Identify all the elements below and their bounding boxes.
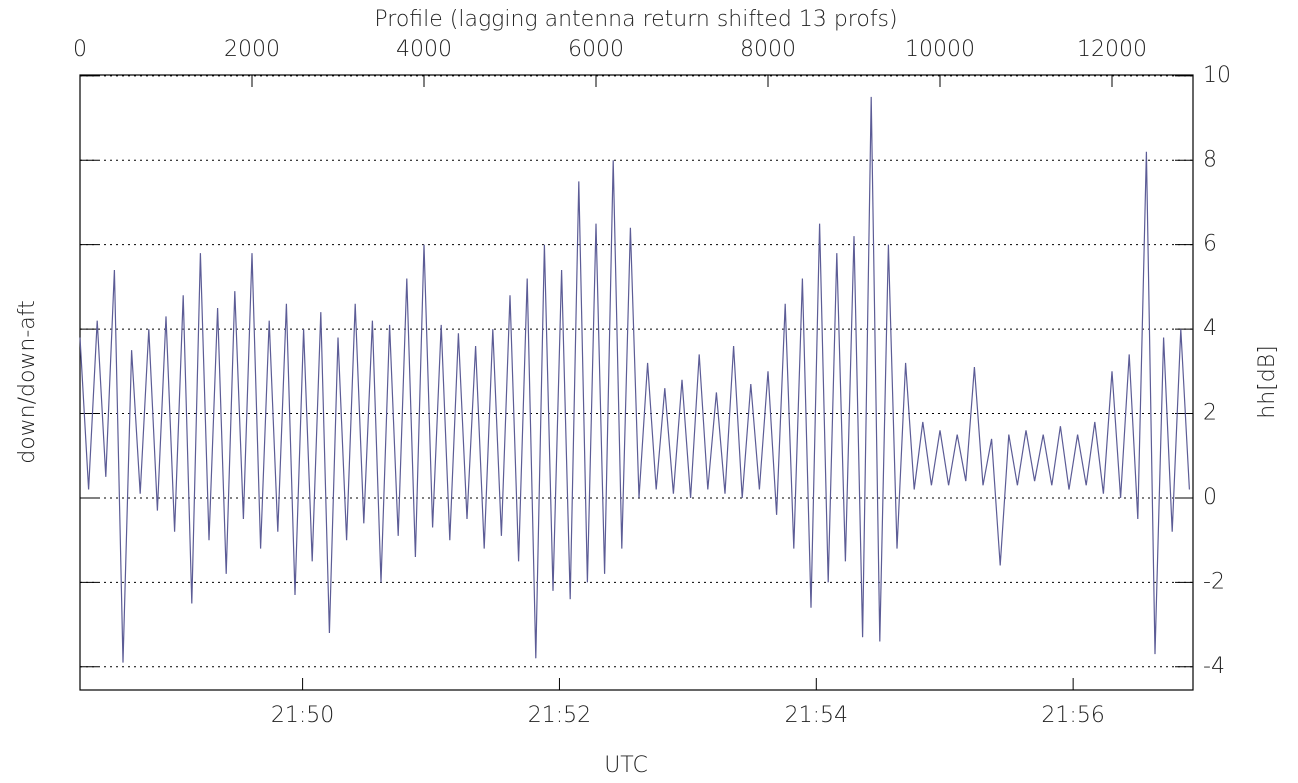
x2-axis-title: UTC bbox=[604, 753, 648, 778]
plot-frame bbox=[79, 74, 1194, 691]
x2-tick-label: 21:52 bbox=[528, 703, 591, 728]
x2-tick-label: 21:54 bbox=[785, 703, 848, 728]
x-tick-label: 4000 bbox=[396, 37, 452, 62]
y2-axis-title: hh[dB] bbox=[1255, 345, 1280, 418]
y2-tick-label: 8 bbox=[1203, 147, 1217, 172]
y2-tick-label: 4 bbox=[1203, 316, 1217, 341]
x2-tick-label: 21:56 bbox=[1041, 703, 1104, 728]
x-tick-label: 2000 bbox=[224, 37, 280, 62]
x-tick-label: 8000 bbox=[740, 37, 796, 62]
y2-tick-label: 6 bbox=[1203, 232, 1217, 257]
x2-tick-label: 21:50 bbox=[271, 703, 334, 728]
y2-tick-label: 10 bbox=[1203, 63, 1231, 88]
y2-tick-label: 2 bbox=[1203, 401, 1217, 426]
y-axis-title: down/down-aft bbox=[15, 300, 40, 464]
x-tick-label: 12000 bbox=[1077, 37, 1147, 62]
x-tick-label: 6000 bbox=[568, 37, 624, 62]
x-tick-label: 10000 bbox=[905, 37, 975, 62]
x-axis-title: Profile (lagging antenna return shifted … bbox=[374, 7, 897, 32]
y2-tick-label: 0 bbox=[1203, 485, 1217, 510]
y2-tick-label: -2 bbox=[1203, 569, 1225, 594]
x-tick-label: 0 bbox=[73, 37, 87, 62]
y2-tick-label: -4 bbox=[1203, 654, 1225, 679]
data-line bbox=[79, 96, 1190, 663]
